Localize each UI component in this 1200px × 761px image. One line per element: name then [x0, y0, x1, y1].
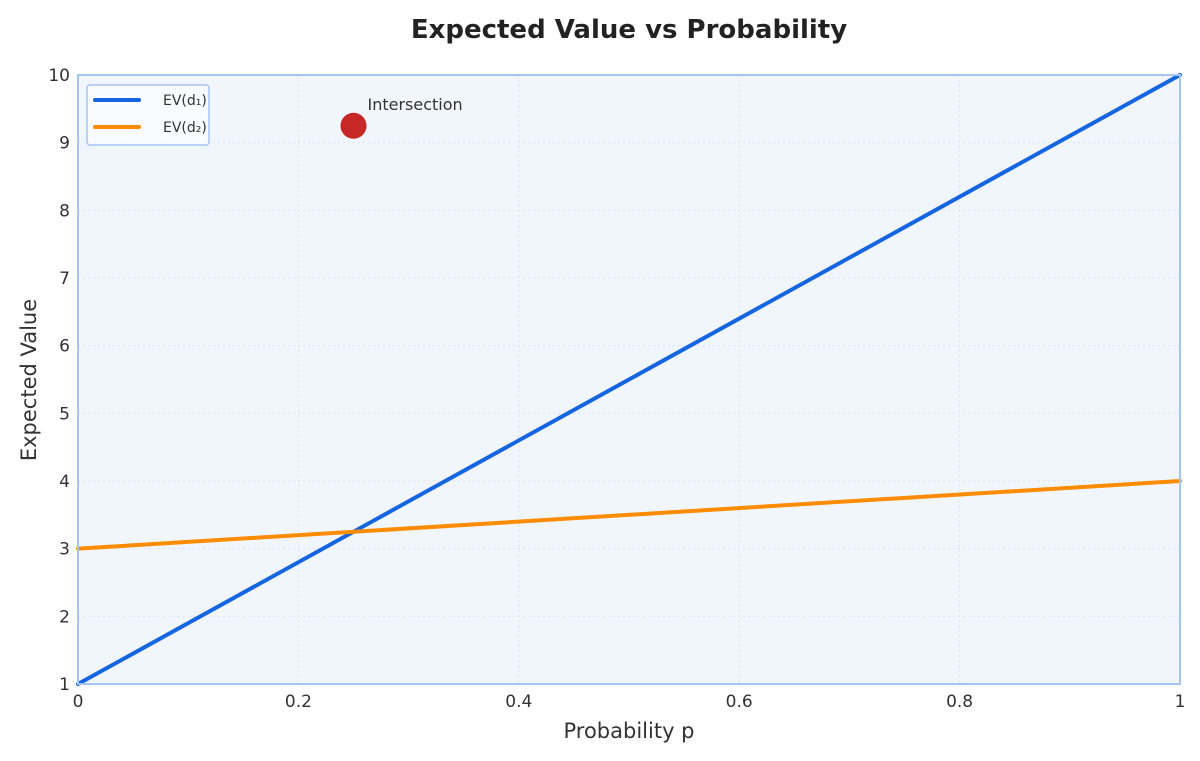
y-tick-label: 8: [59, 201, 70, 221]
x-tick-label: 0: [73, 692, 84, 712]
intersection-label: Intersection: [368, 95, 463, 114]
y-tick-label: 10: [48, 66, 70, 86]
x-tick-label: 0.2: [285, 692, 312, 712]
series-line-1: [76, 73, 1182, 686]
x-tick-label: 0.6: [726, 692, 753, 712]
legend-label-ev-d1: EV(d₁): [163, 93, 207, 109]
y-tick-label: 7: [59, 269, 70, 289]
y-tick-label: 1: [59, 675, 70, 695]
series-line-2: [76, 479, 1182, 551]
chart-title: Expected Value vs Probability: [411, 15, 847, 45]
plot-border: [77, 74, 1181, 685]
legend: EV(d₁) EV(d₂): [86, 84, 210, 146]
x-axis-ticks: 0 0.2 0.4 0.6 0.8 1: [73, 692, 1186, 712]
y-tick-label: 5: [59, 404, 70, 424]
x-tick-label: 1: [1175, 692, 1186, 712]
y-tick-label: 4: [59, 472, 70, 492]
y-tick-label: 9: [59, 134, 70, 154]
y-tick-label: 2: [59, 607, 70, 627]
annotation-layer: Intersection: [340, 95, 463, 139]
y-tick-label: 3: [59, 540, 70, 560]
x-axis-label: Probability p: [563, 719, 694, 743]
x-tick-label: 0.4: [505, 692, 532, 712]
y-axis-ticks: 1 2 3 4 5 6 7 8 9 10: [48, 66, 70, 695]
intersection-marker: [340, 112, 367, 139]
series-layer: [76, 73, 1182, 686]
y-axis-label: Expected Value: [17, 299, 41, 461]
legend-label-ev-d2: EV(d₂): [163, 120, 207, 136]
y-tick-label: 6: [59, 337, 70, 357]
x-tick-label: 0.8: [946, 692, 973, 712]
grid: [78, 75, 1180, 684]
